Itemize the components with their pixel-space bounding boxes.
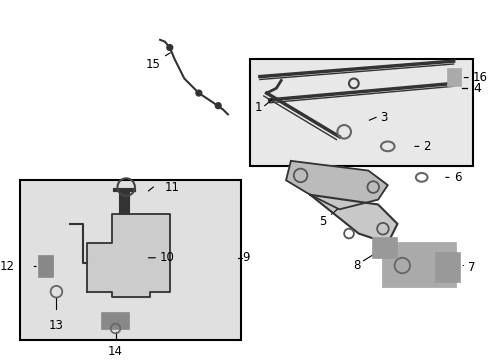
Text: 8: 8 (352, 259, 360, 272)
Text: 10: 10 (160, 251, 175, 264)
Bar (435, 253, 460, 282)
Text: 5: 5 (319, 215, 326, 229)
Text: 12: 12 (0, 260, 15, 273)
Circle shape (215, 103, 221, 109)
Text: 6: 6 (453, 171, 460, 184)
Text: 16: 16 (472, 71, 487, 84)
Bar (447, 69, 461, 86)
Bar (382, 243, 455, 287)
Text: 7: 7 (467, 261, 475, 274)
Text: 14: 14 (108, 345, 123, 358)
Circle shape (166, 45, 172, 50)
Text: 1: 1 (254, 101, 261, 114)
Text: 2: 2 (423, 140, 430, 153)
Text: 13: 13 (49, 319, 64, 332)
Text: 15: 15 (145, 58, 160, 71)
Bar (20, 180, 240, 340)
Text: 4: 4 (472, 82, 480, 95)
Polygon shape (87, 214, 169, 297)
Bar (372, 238, 397, 258)
Polygon shape (285, 161, 387, 209)
Bar (250, 59, 472, 166)
Polygon shape (309, 195, 397, 243)
Text: 3: 3 (379, 111, 386, 124)
Text: 11: 11 (164, 181, 180, 194)
Circle shape (196, 90, 202, 96)
Bar (102, 313, 129, 329)
Text: 9: 9 (242, 251, 249, 264)
Bar (39, 256, 52, 277)
